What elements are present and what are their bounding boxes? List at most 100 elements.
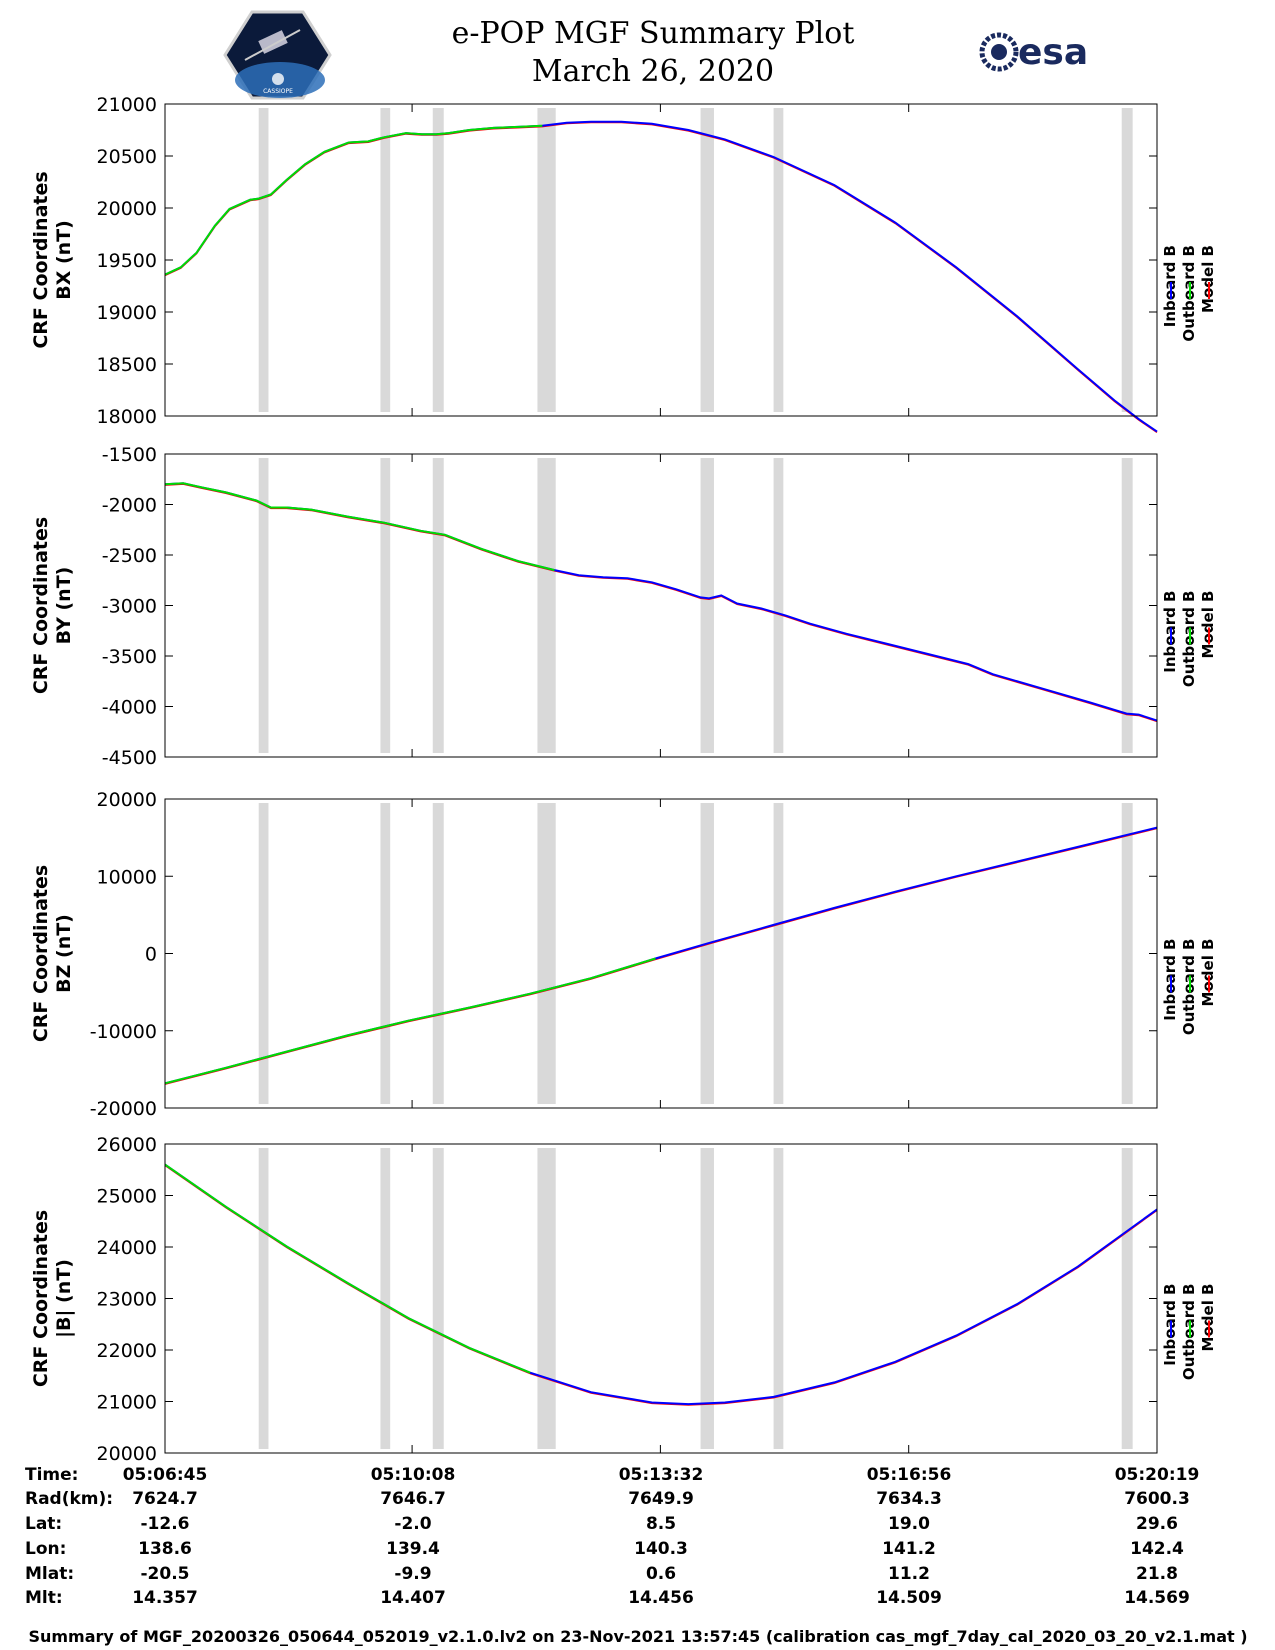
data-gap-band (773, 803, 784, 1104)
ephemeris-cell: 11.2 (888, 1564, 930, 1584)
legend-entry: Model B (1199, 939, 1217, 1007)
ephemeris-cell: 19.0 (888, 1514, 930, 1534)
data-gap-band (1121, 803, 1133, 1104)
y-tick-label: 10000 (97, 866, 157, 888)
y-tick-label: 19000 (97, 302, 157, 324)
legend-entry: Model B (1199, 591, 1217, 659)
ephemeris-cell: 142.4 (1130, 1539, 1184, 1559)
ephemeris-cell: 14.357 (132, 1588, 198, 1608)
data-gap-band (380, 1148, 391, 1449)
ephemeris-cell: 7646.7 (380, 1489, 446, 1509)
ephemeris-cell: 140.3 (634, 1539, 688, 1559)
ephemeris-cell: 7600.3 (1124, 1489, 1190, 1509)
inboard-b-line (164, 120, 1158, 433)
ephemeris-cell: 139.4 (386, 1539, 440, 1559)
data-gap-band (537, 1148, 556, 1449)
y-tick-label: 22000 (97, 1340, 157, 1362)
ephemeris-cell: 05:16:56 (867, 1465, 952, 1485)
ephemeris-cell: -12.6 (141, 1514, 190, 1534)
y-tick-label: -4000 (102, 697, 157, 719)
y-tick-label: -3000 (102, 596, 157, 618)
data-gap-band (432, 458, 444, 753)
ephemeris-cell: 29.6 (1136, 1514, 1178, 1534)
y-tick-label: 20000 (97, 1443, 157, 1465)
y-tick-label: 18000 (97, 406, 157, 428)
data-gap-band (258, 803, 269, 1104)
y-tick-label: 20500 (97, 146, 157, 168)
cassiope-logo-text: CASSIOPE (263, 88, 293, 95)
y-axis-label: |B| (nT) (53, 1259, 75, 1338)
data-gap-band (258, 108, 269, 412)
inboard-b-line (164, 1163, 1158, 1406)
panel-2: -4500 -4000 -3500 -3000 -2500 -2000 -1500 CRF C… (30, 444, 1217, 769)
plot-frame (164, 103, 1158, 417)
figure-date: March 26, 2020 (532, 54, 774, 89)
y-axis-label: BX (nT) (53, 220, 75, 300)
y-axis-label: BZ (nT) (53, 914, 75, 993)
y-tick-label: 20000 (97, 198, 157, 220)
model-b-line (164, 1164, 1158, 1406)
y-tick-label: -2500 (102, 545, 157, 567)
model-b-line (164, 121, 1158, 434)
ephemeris-cell: 05:13:32 (619, 1465, 704, 1485)
chart-panels: 18000 18500 19000 19500 20000 20500 21000 CRF C… (30, 94, 1217, 1465)
ephemeris-row-label: Rad(km): (25, 1489, 113, 1509)
footer-caption: Summary of MGF_20200326_050644_052019_v2… (28, 1627, 1247, 1646)
data-gap-band (1121, 108, 1133, 412)
data-gap-band (773, 108, 784, 412)
ephemeris-cell: 21.8 (1136, 1564, 1178, 1584)
data-gap-band (700, 108, 714, 412)
ephemeris-cell: 05:06:45 (123, 1465, 208, 1485)
y-tick-label: 24000 (97, 1237, 157, 1259)
legend-entry: Model B (1199, 1284, 1217, 1352)
legend-entry: Model B (1199, 245, 1217, 313)
ephemeris-cell: 14.456 (628, 1588, 694, 1608)
y-tick-label: 21000 (97, 1392, 157, 1414)
data-gap-band (1121, 458, 1133, 753)
ephemeris-cell: 0.6 (646, 1564, 676, 1584)
y-tick-label: -4500 (102, 747, 157, 769)
cassiope-logo: CASSIOPE (223, 10, 332, 100)
data-gap-band (380, 108, 391, 412)
model-b-line (164, 483, 1158, 723)
data-gap-band (773, 458, 784, 753)
data-gap-band (432, 1148, 444, 1449)
y-tick-label: 18500 (97, 354, 157, 376)
y-tick-label: 20000 (97, 789, 157, 811)
ephemeris-cell: -9.9 (394, 1564, 431, 1584)
data-gap-band (773, 1148, 784, 1449)
y-tick-label: 25000 (97, 1186, 157, 1208)
ephemeris-table: Time: Rad(km): Lat: Lon: Mlat: Mlt: 05:06:45 76… (25, 1465, 1199, 1608)
outboard-b-line (164, 482, 555, 572)
plot-frame (164, 798, 1158, 1109)
y-axis-label: CRF Coordinates (30, 517, 52, 694)
ephemeris-cell: 7649.9 (628, 1489, 694, 1509)
data-gap-band (537, 458, 556, 753)
plot-frame (164, 453, 1158, 758)
ephemeris-row-label: Mlt: (25, 1588, 63, 1608)
data-gap-band (700, 1148, 714, 1449)
y-tick-label: -10000 (90, 1021, 157, 1043)
y-tick-label: -1500 (102, 444, 157, 466)
ephemeris-row-label: Mlat: (25, 1564, 74, 1584)
ephemeris-cell: 14.407 (380, 1588, 446, 1608)
outboard-b-line (164, 1163, 531, 1374)
y-tick-label: -3500 (102, 646, 157, 668)
data-gap-band (380, 803, 391, 1104)
ephemeris-row-label: Lat: (25, 1514, 62, 1534)
y-axis-label: CRF Coordinates (30, 865, 52, 1042)
data-gap-band (380, 458, 391, 753)
ephemeris-cell: 8.5 (646, 1514, 676, 1534)
data-gap-band (432, 803, 444, 1104)
esa-logo: esa (979, 32, 1088, 73)
figure-title: e-POP MGF Summary Plot (452, 16, 855, 51)
ephemeris-cell: 7634.3 (876, 1489, 942, 1509)
data-gap-band (537, 108, 556, 412)
inboard-b-line (164, 482, 1158, 722)
data-gap-band (537, 803, 556, 1104)
data-gap-band (432, 108, 444, 412)
esa-logo-text: esa (1018, 32, 1088, 73)
ephemeris-row-label: Lon: (25, 1539, 66, 1559)
panel-1: 18000 18500 19000 19500 20000 20500 21000 CRF C… (30, 94, 1217, 434)
